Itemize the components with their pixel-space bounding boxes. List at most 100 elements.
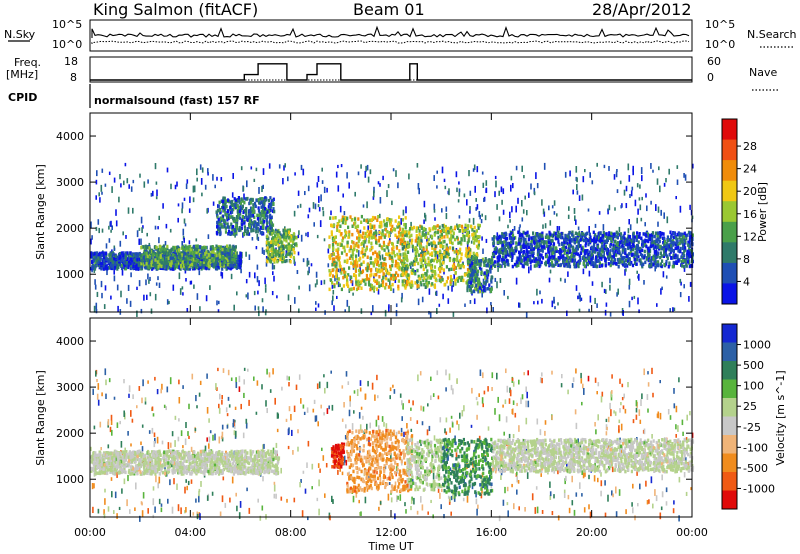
echo-cell (384, 228, 388, 232)
echo-cell (331, 236, 334, 241)
echo-cell (165, 255, 168, 259)
echo-cell (267, 236, 270, 240)
scatter-cell (359, 229, 362, 234)
echo-cell (105, 251, 108, 255)
echo-cell (476, 235, 479, 239)
echo-cell (340, 251, 344, 255)
echo-cell (424, 265, 428, 269)
echo-cell (382, 240, 385, 245)
scatter-cell (100, 184, 103, 192)
scatter-cell (661, 286, 663, 291)
scatter-cell (464, 303, 466, 307)
echo-cell (211, 253, 214, 258)
echo-cell (206, 263, 209, 267)
echo-cell (470, 272, 474, 276)
scatter-cell (363, 241, 365, 248)
echo-cell (441, 277, 444, 282)
echo-cell (348, 230, 351, 234)
echo-cell (101, 262, 104, 266)
echo-cell (404, 256, 407, 260)
echo-cell (373, 231, 376, 236)
echo-cell (90, 254, 93, 258)
echo-cell (265, 248, 268, 253)
scatter-cell (409, 239, 411, 243)
scatter-cell (111, 225, 113, 231)
echo-cell (626, 264, 629, 268)
echo-cell (283, 238, 286, 242)
echo-cell (285, 235, 288, 240)
echo-cell (191, 265, 194, 270)
echo-cell (223, 196, 226, 201)
echo-cell (192, 260, 195, 264)
echo-cell (422, 274, 425, 278)
scatter-cell (578, 308, 581, 313)
echo-cell (419, 280, 422, 285)
echo-cell (146, 259, 149, 264)
scatter-cell (663, 243, 665, 250)
scatter-cell (675, 196, 677, 200)
echo-cell (339, 242, 342, 246)
scatter-cell (433, 175, 435, 182)
echo-cell (158, 244, 162, 249)
echo-cell (226, 209, 230, 213)
scatter-cell (207, 168, 209, 174)
echo-cell (688, 247, 691, 251)
scatter-cell (196, 293, 199, 300)
echo-cell (113, 259, 116, 263)
echo-cell (184, 252, 187, 256)
echo-cell (450, 236, 453, 241)
echo-cell (391, 251, 394, 255)
echo-cell (404, 244, 407, 249)
echo-cell (385, 221, 388, 226)
echo-cell (154, 258, 157, 262)
scatter-cell (340, 164, 343, 168)
beam-title: Beam 01 (353, 0, 425, 19)
echo-cell (401, 233, 404, 238)
echo-cell (436, 224, 439, 228)
scatter-cell (324, 310, 326, 315)
echo-cell (383, 223, 386, 227)
echo-cell (205, 256, 209, 260)
echo-cell (212, 246, 215, 251)
echo-cell (474, 287, 477, 292)
echo-cell (212, 264, 215, 268)
echo-cell (463, 229, 466, 233)
echo-cell (243, 225, 246, 229)
echo-cell (427, 250, 430, 255)
echo-cell (662, 240, 665, 245)
echo-cell (492, 243, 495, 248)
scatter-cell (317, 204, 320, 208)
scatter-cell (245, 294, 248, 298)
echo-cell (233, 247, 236, 252)
echo-cell (355, 254, 358, 258)
scatter-cell (628, 175, 631, 182)
scatter-cell (179, 288, 182, 295)
echo-cell (337, 253, 340, 258)
echo-cell (266, 234, 269, 238)
echo-cell (378, 284, 381, 289)
scatter-cell (689, 204, 691, 210)
echo-cell (472, 251, 475, 256)
echo-cell (370, 225, 373, 229)
echo-cell (598, 255, 601, 259)
echo-cell (390, 227, 393, 232)
echo-cell (420, 239, 423, 243)
echo-cell (372, 264, 375, 268)
scatter-cell (195, 238, 198, 242)
echo-cell (392, 276, 395, 281)
echo-cell (246, 196, 249, 201)
echo-cell (342, 267, 346, 271)
echo-cell (328, 245, 331, 249)
scatter-cell (152, 190, 154, 197)
echo-cell (155, 245, 158, 250)
cpid-label: CPID (8, 91, 37, 104)
echo-cell (97, 252, 100, 257)
echo-cell (446, 234, 449, 239)
echo-cell (176, 255, 179, 259)
echo-cell (185, 249, 188, 253)
echo-cell (163, 261, 166, 265)
scatter-cell (639, 184, 641, 189)
echo-cell (282, 246, 285, 251)
echo-cell (383, 257, 386, 262)
echo-cell (277, 243, 280, 248)
